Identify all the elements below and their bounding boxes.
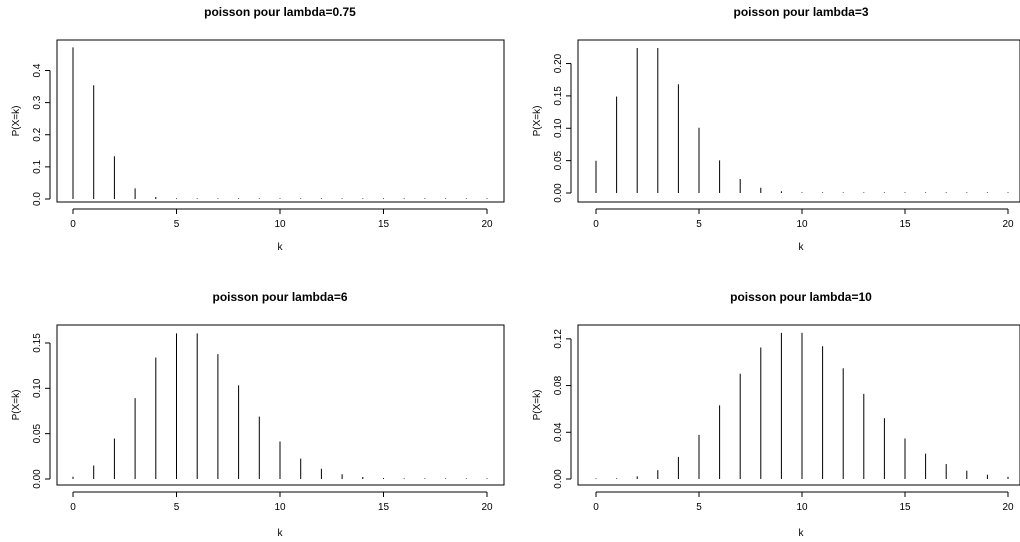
plot-frame (56, 324, 505, 486)
y-tick-label: 0.12 (553, 329, 564, 349)
y-tick-label: 0.05 (32, 423, 43, 443)
y-axis-label: P(X=k) (11, 390, 22, 421)
plot-frame (56, 39, 505, 203)
x-tick-label: 10 (796, 502, 808, 513)
chart-panel-3: poisson pour lambda=6 0 5 10 15 20 0.00 0.05 0.1… (11, 290, 505, 539)
x-tick-label: 0 (593, 502, 599, 513)
y-tick-label: 0.0 (32, 192, 43, 206)
y-tick-label: 0.05 (553, 150, 564, 170)
x-tick-label: 20 (481, 219, 493, 230)
y-axis-label: P(X=k) (11, 106, 22, 137)
y-tick-label: 0.3 (32, 95, 43, 109)
x-tick-label: 10 (274, 219, 286, 230)
x-tick-label: 5 (174, 219, 180, 230)
x-tick-label: 5 (696, 219, 702, 230)
y-axis-label: P(X=k) (532, 106, 543, 137)
y-tick-label: 0.08 (553, 375, 564, 395)
y-tick-label: 0.20 (553, 53, 564, 73)
x-tick-label: 15 (899, 219, 911, 230)
x-tick-label: 20 (1002, 219, 1014, 230)
plot-frame (577, 39, 1020, 203)
chart-panel-2: poisson pour lambda=3 0 5 10 15 20 0.00 0.05 0.1… (532, 5, 1020, 253)
chart-title: poisson pour lambda=0.75 (204, 5, 356, 19)
chart-panel-4: poisson pour lambda=10 0 5 10 15 20 0.00 0.04 0.… (532, 290, 1020, 539)
y-tick-label: 0.10 (32, 378, 43, 398)
x-axis-label: k (799, 528, 805, 539)
y-tick-label: 0.4 (32, 63, 43, 77)
y-tick-label: 0.00 (553, 183, 564, 203)
chart-title: poisson pour lambda=6 (212, 290, 347, 304)
x-tick-label: 15 (378, 502, 390, 513)
y-tick-label: 0.15 (32, 333, 43, 353)
x-tick-label: 15 (899, 502, 911, 513)
x-tick-label: 0 (593, 219, 599, 230)
y-tick-label: 0.04 (553, 422, 564, 442)
y-tick-label: 0.00 (32, 469, 43, 489)
x-tick-label: 10 (796, 219, 808, 230)
chart-title: poisson pour lambda=3 (733, 5, 868, 19)
plot-frame (577, 324, 1020, 486)
y-tick-label: 0.00 (553, 469, 564, 489)
y-tick-label: 0.15 (553, 86, 564, 106)
x-tick-label: 20 (481, 502, 493, 513)
x-tick-label: 15 (378, 219, 390, 230)
x-tick-label: 5 (696, 502, 702, 513)
x-axis-label: k (278, 242, 284, 253)
y-axis-label: P(X=k) (532, 390, 543, 421)
y-tick-label: 0.1 (32, 159, 43, 173)
x-tick-label: 10 (274, 502, 286, 513)
x-tick-label: 5 (174, 502, 180, 513)
x-tick-label: 0 (70, 219, 76, 230)
y-tick-label: 0.10 (553, 118, 564, 138)
chart-panel-1: poisson pour lambda=0.75 0 5 10 15 20 0.0 0.1 0.… (11, 5, 505, 253)
y-tick-label: 0.2 (32, 127, 43, 141)
x-tick-label: 0 (70, 502, 76, 513)
x-tick-label: 20 (1002, 502, 1014, 513)
chart-title: poisson pour lambda=10 (730, 290, 872, 304)
x-axis-label: k (799, 242, 805, 253)
x-axis-label: k (278, 528, 284, 539)
